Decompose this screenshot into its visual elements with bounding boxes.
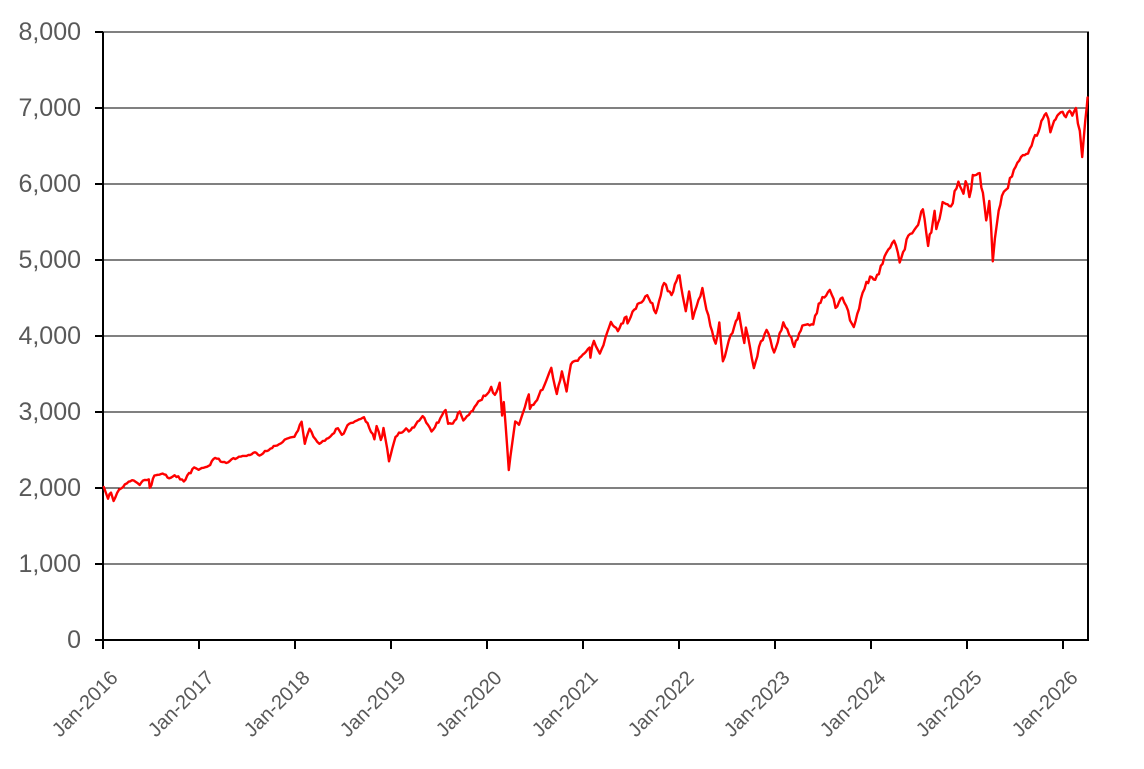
y-tick-label: 1,000	[18, 550, 81, 578]
y-tick-label: 4,000	[18, 322, 81, 350]
y-tick-label: 6,000	[18, 170, 81, 198]
y-tick-label: 5,000	[18, 246, 81, 274]
y-tick-label: 7,000	[18, 94, 81, 122]
y-tick-label: 8,000	[18, 18, 81, 46]
price-line	[102, 96, 1089, 503]
y-tick-label: 3,000	[18, 398, 81, 426]
y-tick-label: 0	[67, 626, 81, 654]
y-tick-label: 2,000	[18, 474, 81, 502]
